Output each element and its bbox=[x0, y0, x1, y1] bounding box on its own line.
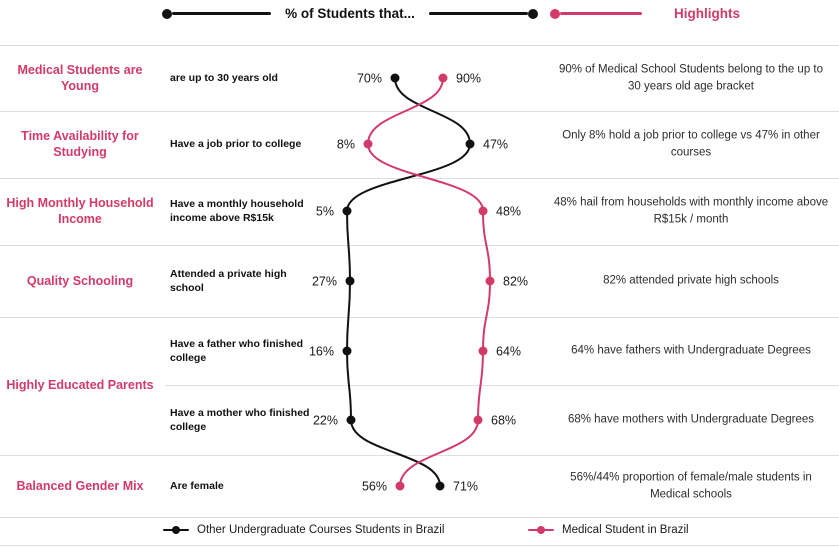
row-description: Have a mother who finished college bbox=[170, 406, 310, 433]
row-divider bbox=[0, 317, 839, 318]
other-data-point bbox=[465, 139, 475, 149]
title-line bbox=[172, 12, 272, 15]
chart-title: % of Students that... bbox=[285, 6, 415, 21]
medical-data-point bbox=[395, 481, 405, 491]
value-label: 82% bbox=[503, 275, 528, 289]
value-label: 47% bbox=[483, 138, 508, 152]
category-label-young: Medical Students are Young bbox=[17, 62, 143, 93]
row-divider bbox=[0, 517, 839, 518]
row-highlight: Only 8% hold a job prior to college vs 4… bbox=[562, 129, 820, 158]
value-label: 64% bbox=[496, 345, 521, 359]
value-label: 8% bbox=[337, 138, 355, 152]
category-label-parents: Highly Educated Parents bbox=[6, 377, 154, 392]
row-description: Have a father who finished college bbox=[170, 337, 304, 364]
row-divider bbox=[0, 45, 839, 46]
other-data-point bbox=[390, 73, 400, 83]
medical-series-line bbox=[366, 77, 492, 487]
row-highlight: 82% attended private high schools bbox=[603, 274, 779, 287]
row-description: are up to 30 years old bbox=[170, 71, 278, 84]
row-divider bbox=[0, 545, 839, 546]
medical-data-point bbox=[438, 73, 448, 83]
value-label: 56% bbox=[362, 480, 387, 494]
category-label-income: High Monthly Household Income bbox=[6, 195, 154, 226]
legend-pink-line-dot-icon bbox=[528, 524, 554, 536]
category-label-schooling: Quality Schooling bbox=[26, 273, 134, 288]
row-divider bbox=[0, 455, 839, 456]
value-label: 70% bbox=[357, 72, 382, 86]
medical-data-point bbox=[478, 206, 488, 216]
highlights-line bbox=[560, 12, 642, 15]
row-highlight: 48% hail from households with monthly in… bbox=[553, 196, 829, 225]
value-label: 48% bbox=[496, 205, 521, 219]
category-label-time: Time Availability for Studying bbox=[21, 128, 139, 159]
value-label: 90% bbox=[456, 72, 481, 86]
row-highlight: 64% have fathers with Undergraduate Degr… bbox=[571, 344, 811, 357]
legend-medical-label: Medical Student in Brazil bbox=[562, 524, 689, 536]
line-endpoint-dot bbox=[162, 8, 172, 19]
row-description: Have a job prior to college bbox=[170, 137, 302, 150]
medical-data-point bbox=[485, 276, 495, 286]
value-label: 71% bbox=[453, 480, 478, 494]
title-line bbox=[428, 12, 528, 15]
legend-medical: Medical Student in Brazil bbox=[528, 524, 689, 536]
value-label: 68% bbox=[491, 414, 516, 428]
other-data-point bbox=[345, 276, 355, 286]
row-divider bbox=[0, 245, 839, 246]
category-label-gender: Balanced Gender Mix bbox=[16, 478, 144, 493]
line-endpoint-dot bbox=[528, 8, 538, 19]
other-data-point bbox=[346, 415, 356, 425]
chart-title-band: % of Students that... bbox=[162, 6, 538, 21]
row-description: Are female bbox=[170, 479, 224, 492]
value-label: 5% bbox=[316, 205, 334, 219]
other-data-point bbox=[342, 346, 352, 356]
row-divider bbox=[0, 178, 839, 179]
other-data-point bbox=[435, 481, 445, 491]
legend-other-label: Other Undergraduate Courses Students in … bbox=[197, 524, 445, 536]
row-description: Have a monthly household income above R$… bbox=[170, 197, 304, 224]
row-highlight: 56%/44% proportion of female/male studen… bbox=[570, 471, 812, 500]
row-highlight: 68% have mothers with Undergraduate Degr… bbox=[567, 413, 815, 426]
highlights-band: Highlights bbox=[550, 6, 754, 21]
row-divider bbox=[165, 385, 839, 386]
medical-data-point bbox=[478, 346, 488, 356]
other-series-line bbox=[345, 77, 472, 487]
medical-data-point bbox=[363, 139, 373, 149]
row-highlight: 90% of Medical School Students belong to… bbox=[558, 63, 824, 92]
legend-black-line-dot-icon bbox=[163, 524, 189, 536]
medical-data-point bbox=[473, 415, 483, 425]
other-data-point bbox=[342, 206, 352, 216]
legend-other-undergrad: Other Undergraduate Courses Students in … bbox=[163, 524, 444, 536]
row-description: Attended a private high school bbox=[170, 267, 287, 294]
row-divider bbox=[0, 111, 839, 112]
line-endpoint-dot bbox=[550, 8, 560, 19]
highlights-title: Highlights bbox=[674, 6, 740, 21]
